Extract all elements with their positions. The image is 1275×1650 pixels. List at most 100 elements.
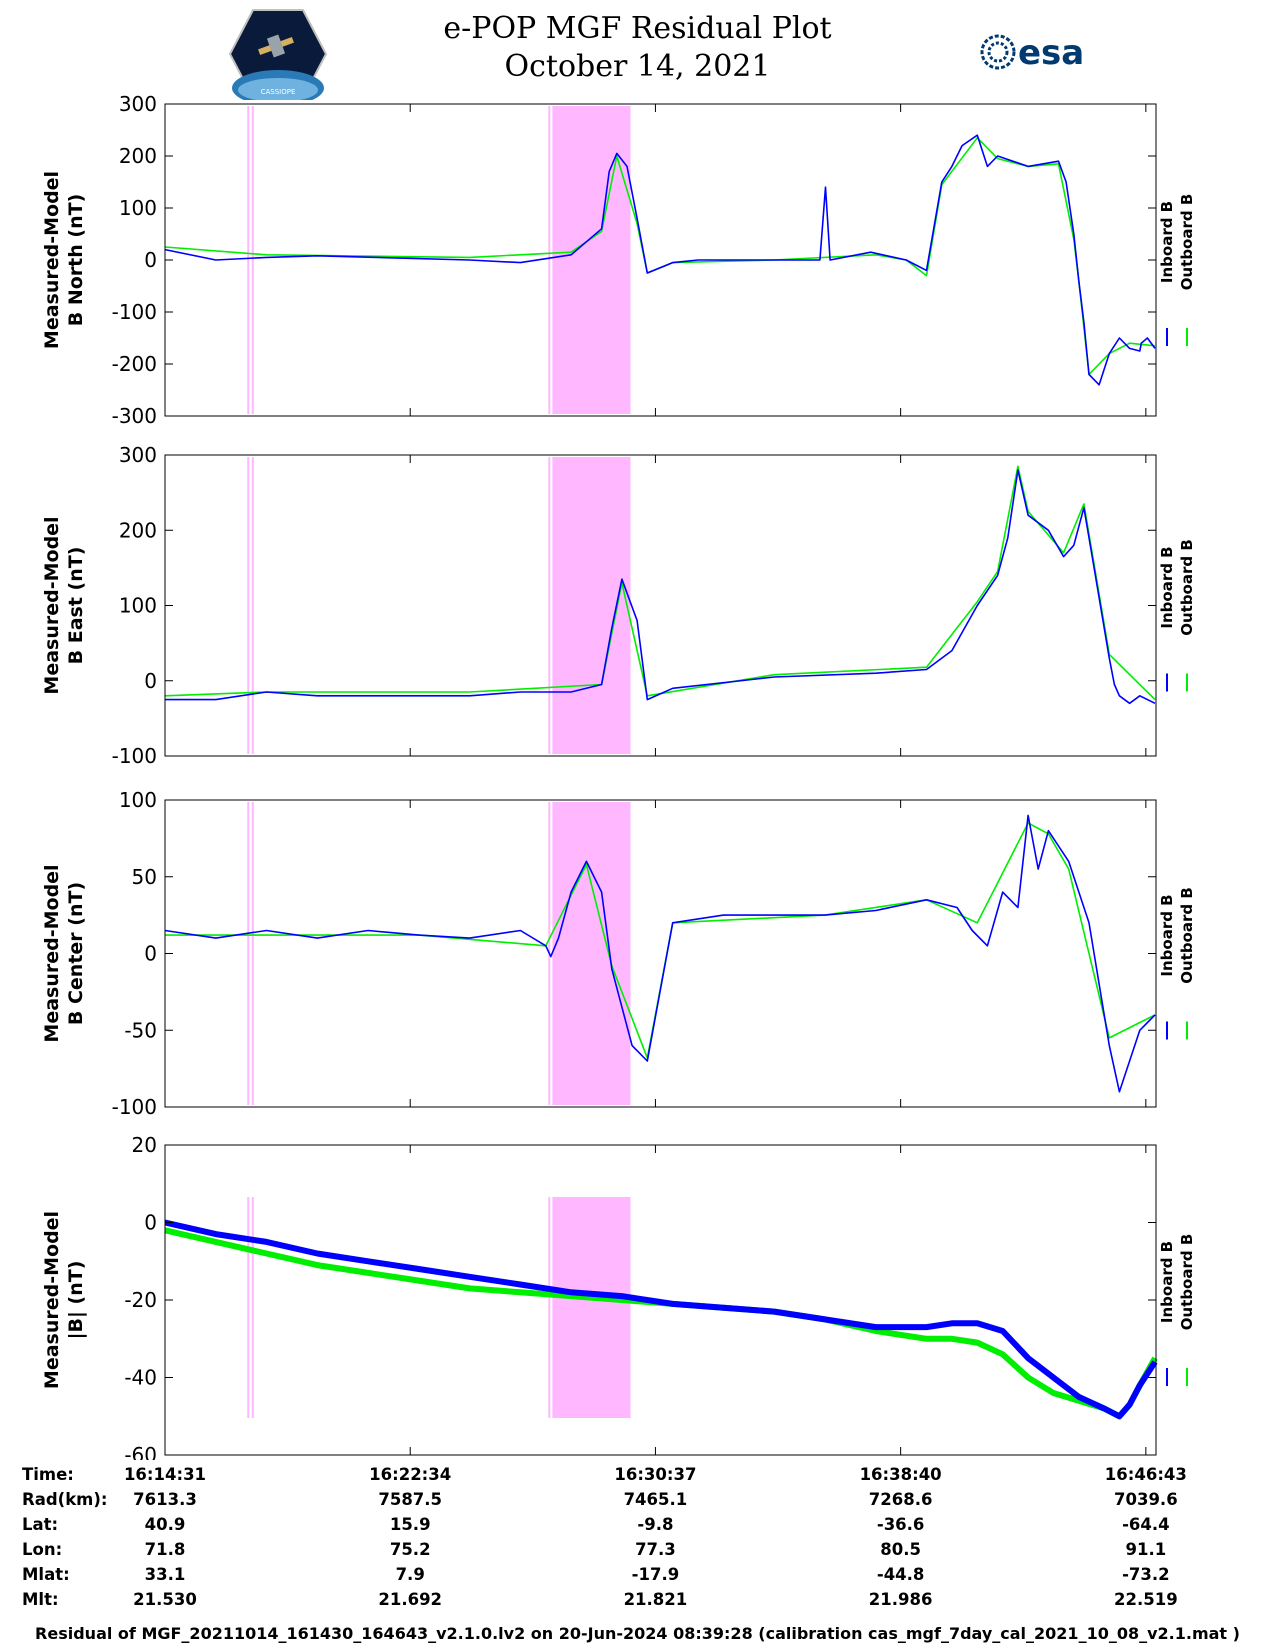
series-line-3-outboard-b [164, 1227, 1158, 1420]
highlight-band-1-1 [251, 457, 254, 754]
highlight-band-3-2 [548, 1197, 551, 1418]
info-cell: 91.1 [1125, 1540, 1167, 1559]
info-cell: -9.8 [637, 1515, 674, 1534]
y-tick-label-3-2: -20 [124, 1288, 157, 1312]
info-row-0: Time: 16:14:31 16:22:34 16:30:37 16:38:40 16:… [22, 1465, 1262, 1490]
ephemeris-table: Time: 16:14:31 16:22:34 16:30:37 16:38:40 16:… [22, 1465, 1262, 1615]
info-row-4: Mlat: 33.1 7.9 -17.9 -44.8 -73.2 [22, 1565, 1262, 1590]
y-tick-label-3-0: 20 [132, 1133, 157, 1157]
legend-label-3-1: Outboard B [1178, 1234, 1196, 1331]
info-cell: 7.9 [395, 1565, 425, 1584]
legend-label-2-1: Outboard B [1178, 887, 1196, 984]
info-cell: 21.692 [378, 1590, 443, 1609]
info-row-2: Lat: 40.9 15.9 -9.8 -36.6 -64.4 [22, 1515, 1262, 1540]
info-cell: 16:30:37 [614, 1465, 697, 1484]
y-axis-label-2-1: B Center (nT) [65, 882, 87, 1025]
legend-label-0-0: Inboard B [1158, 201, 1176, 283]
y-tick-label-2-0: 100 [119, 788, 157, 812]
cassiope-logo: CASSIOPE [228, 9, 328, 100]
y-tick-label-1-1: 200 [119, 518, 157, 542]
info-cell: 22.519 [1114, 1590, 1178, 1609]
info-cell: -73.2 [1122, 1565, 1170, 1584]
y-tick-label-0-6: -300 [112, 404, 157, 428]
info-cell: 33.1 [144, 1565, 186, 1584]
info-row-label: Lat: [22, 1515, 59, 1534]
info-row-label: Mlat: [22, 1565, 70, 1584]
legend-label-3-0: Inboard B [1158, 1241, 1176, 1323]
y-axis-label-0-1: B North (nT) [65, 194, 87, 327]
cassiope-logo-text: CASSIOPE [261, 88, 296, 96]
y-tick-label-0-4: -100 [112, 300, 157, 324]
highlight-band-1-3 [552, 457, 631, 754]
highlight-band-3-1 [251, 1197, 254, 1418]
series-line-0-inboard-b [164, 134, 1156, 386]
info-cell: -17.9 [631, 1565, 680, 1584]
info-cell: 71.8 [144, 1540, 186, 1559]
y-tick-label-0-3: 0 [144, 248, 157, 272]
highlight-band-2-3 [552, 802, 631, 1105]
y-axis-label-0-0: Measured-Model [41, 171, 63, 349]
info-cell: 16:14:31 [123, 1465, 207, 1484]
info-row-label: Mlt: [22, 1590, 59, 1609]
y-axis-label-3-0: Measured-Model [41, 1211, 63, 1389]
y-axis-label-1-1: B East (nT) [65, 547, 87, 665]
y-tick-label-1-4: -100 [112, 744, 157, 768]
info-row-5: Mlt: 21.530 21.692 21.821 21.986 22.519 [22, 1590, 1262, 1615]
esa-logo: esa [980, 33, 1084, 73]
legend-label-1-1: Outboard B [1178, 539, 1196, 636]
legend-label-1-0: Inboard B [1158, 546, 1176, 628]
y-tick-label-3-1: 0 [144, 1211, 157, 1235]
info-cell: 21.530 [133, 1590, 197, 1609]
series-line-1-outboard-b [164, 465, 1156, 701]
info-cell: 77.3 [635, 1540, 676, 1559]
y-axis-label-3-1: |B| (nT) [65, 1261, 87, 1340]
y-tick-label-0-2: 100 [119, 196, 157, 220]
info-cell: -44.8 [876, 1565, 925, 1584]
y-tick-label-1-0: 300 [119, 443, 157, 467]
y-tick-label-3-4: -60 [124, 1443, 157, 1460]
title-line-1: e-POP MGF Residual Plot [443, 11, 832, 46]
y-tick-label-2-2: 0 [144, 942, 157, 966]
info-cell: 7613.3 [133, 1490, 197, 1509]
y-tick-label-2-4: -100 [112, 1095, 157, 1119]
info-cell: 75.2 [389, 1540, 431, 1559]
highlight-band-2-1 [251, 802, 254, 1105]
highlight-band-0-3 [552, 106, 631, 414]
legend-label-2-0: Inboard B [1158, 894, 1176, 976]
y-tick-label-1-2: 100 [119, 594, 157, 618]
panel-frame-2 [164, 799, 1157, 1108]
highlight-band-1-2 [548, 457, 551, 754]
info-row-1: Rad(km): 7613.3 7587.5 7465.1 7268.6 7039.6 [22, 1490, 1262, 1515]
series-line-2-outboard-b [165, 822, 1156, 1059]
info-cell: 15.9 [389, 1515, 431, 1534]
highlight-band-3-3 [552, 1197, 631, 1418]
highlight-band-3-0 [247, 1197, 250, 1418]
info-cell: 16:22:34 [369, 1465, 452, 1484]
panel-frame-1 [164, 454, 1157, 757]
y-tick-label-0-5: -200 [112, 352, 157, 376]
info-cell: 16:38:40 [859, 1465, 942, 1484]
chart-title: e-POP MGF Residual Plot October 14, 2021 [0, 10, 1275, 86]
info-row-label: Lon: [22, 1540, 63, 1559]
info-cell: 40.9 [144, 1515, 186, 1534]
legend-label-0-1: Outboard B [1178, 194, 1196, 291]
info-row-label: Time: [22, 1465, 74, 1484]
info-cell: 7039.6 [1114, 1490, 1178, 1509]
y-tick-label-1-3: 0 [144, 669, 157, 693]
info-cell: -64.4 [1122, 1515, 1170, 1534]
info-cell: 21.986 [868, 1590, 933, 1609]
panel-frame-0 [164, 103, 1157, 417]
footer-caption: Residual of MGF_20211014_161430_164643_v… [35, 1624, 1240, 1643]
info-cell: 7587.5 [378, 1490, 443, 1509]
info-cell: 7465.1 [623, 1490, 688, 1509]
info-cell: 21.821 [623, 1590, 688, 1609]
info-cell: 80.5 [880, 1540, 921, 1559]
highlight-band-2-0 [247, 802, 250, 1105]
info-cell: 7268.6 [868, 1490, 933, 1509]
series-line-3-inboard-b [164, 1219, 1158, 1420]
y-tick-label-2-3: -50 [124, 1018, 157, 1042]
y-tick-label-0-1: 200 [119, 144, 157, 168]
info-cell: 16:46:43 [1104, 1465, 1187, 1484]
highlight-band-1-0 [247, 457, 250, 754]
